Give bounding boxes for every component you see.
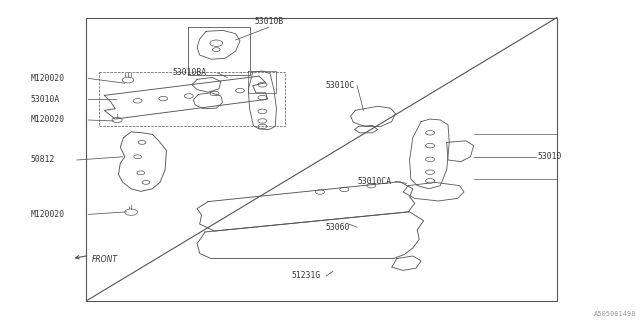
Text: 50812: 50812 [31,156,55,164]
Text: M120020: M120020 [31,210,65,219]
Text: 53010CA: 53010CA [357,177,391,186]
Text: M120020: M120020 [31,74,65,83]
Text: 53010BA: 53010BA [173,68,207,77]
Text: M120020: M120020 [31,116,65,124]
Text: 53010: 53010 [538,152,562,161]
Text: A505001498: A505001498 [595,311,637,317]
Bar [86,18,557,301]
Text: 53010B: 53010B [255,17,284,26]
Text: 53010C: 53010C [325,81,355,90]
Text: 51231G: 51231G [291,271,321,280]
Text: FRONT: FRONT [92,255,118,264]
Text: 53060: 53060 [325,223,349,232]
Text: 53010A: 53010A [31,95,60,104]
